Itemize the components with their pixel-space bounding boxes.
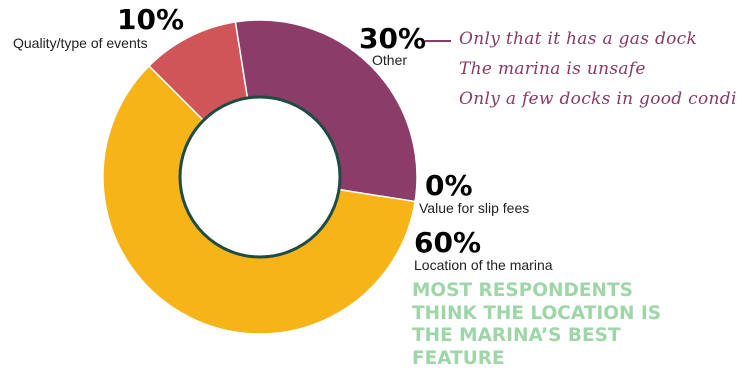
other-note-2: The marina is unsafe xyxy=(459,59,646,79)
slice-slipfees-label: Value for slip fees xyxy=(419,200,530,216)
other-notes-connector xyxy=(425,40,451,42)
key-finding-callout: MOST RESPONDENTS THINK THE LOCATION IS T… xyxy=(412,280,662,369)
slice-slipfees-percent: 0% xyxy=(425,169,473,202)
slice-other-percent: 30% xyxy=(359,22,427,55)
slice-other-label: Other xyxy=(372,52,408,68)
other-note-1: Only that it has a gas dock xyxy=(459,29,698,49)
slice-location-percent: 60% xyxy=(414,226,482,259)
donut-hole xyxy=(178,95,342,259)
slice-events-label: Quality/type of events xyxy=(13,35,148,51)
slice-events-percent: 10% xyxy=(117,3,185,36)
slice-location-label: Location of the marina xyxy=(414,257,553,273)
other-note-3: Only a few docks in good condition xyxy=(459,89,737,109)
